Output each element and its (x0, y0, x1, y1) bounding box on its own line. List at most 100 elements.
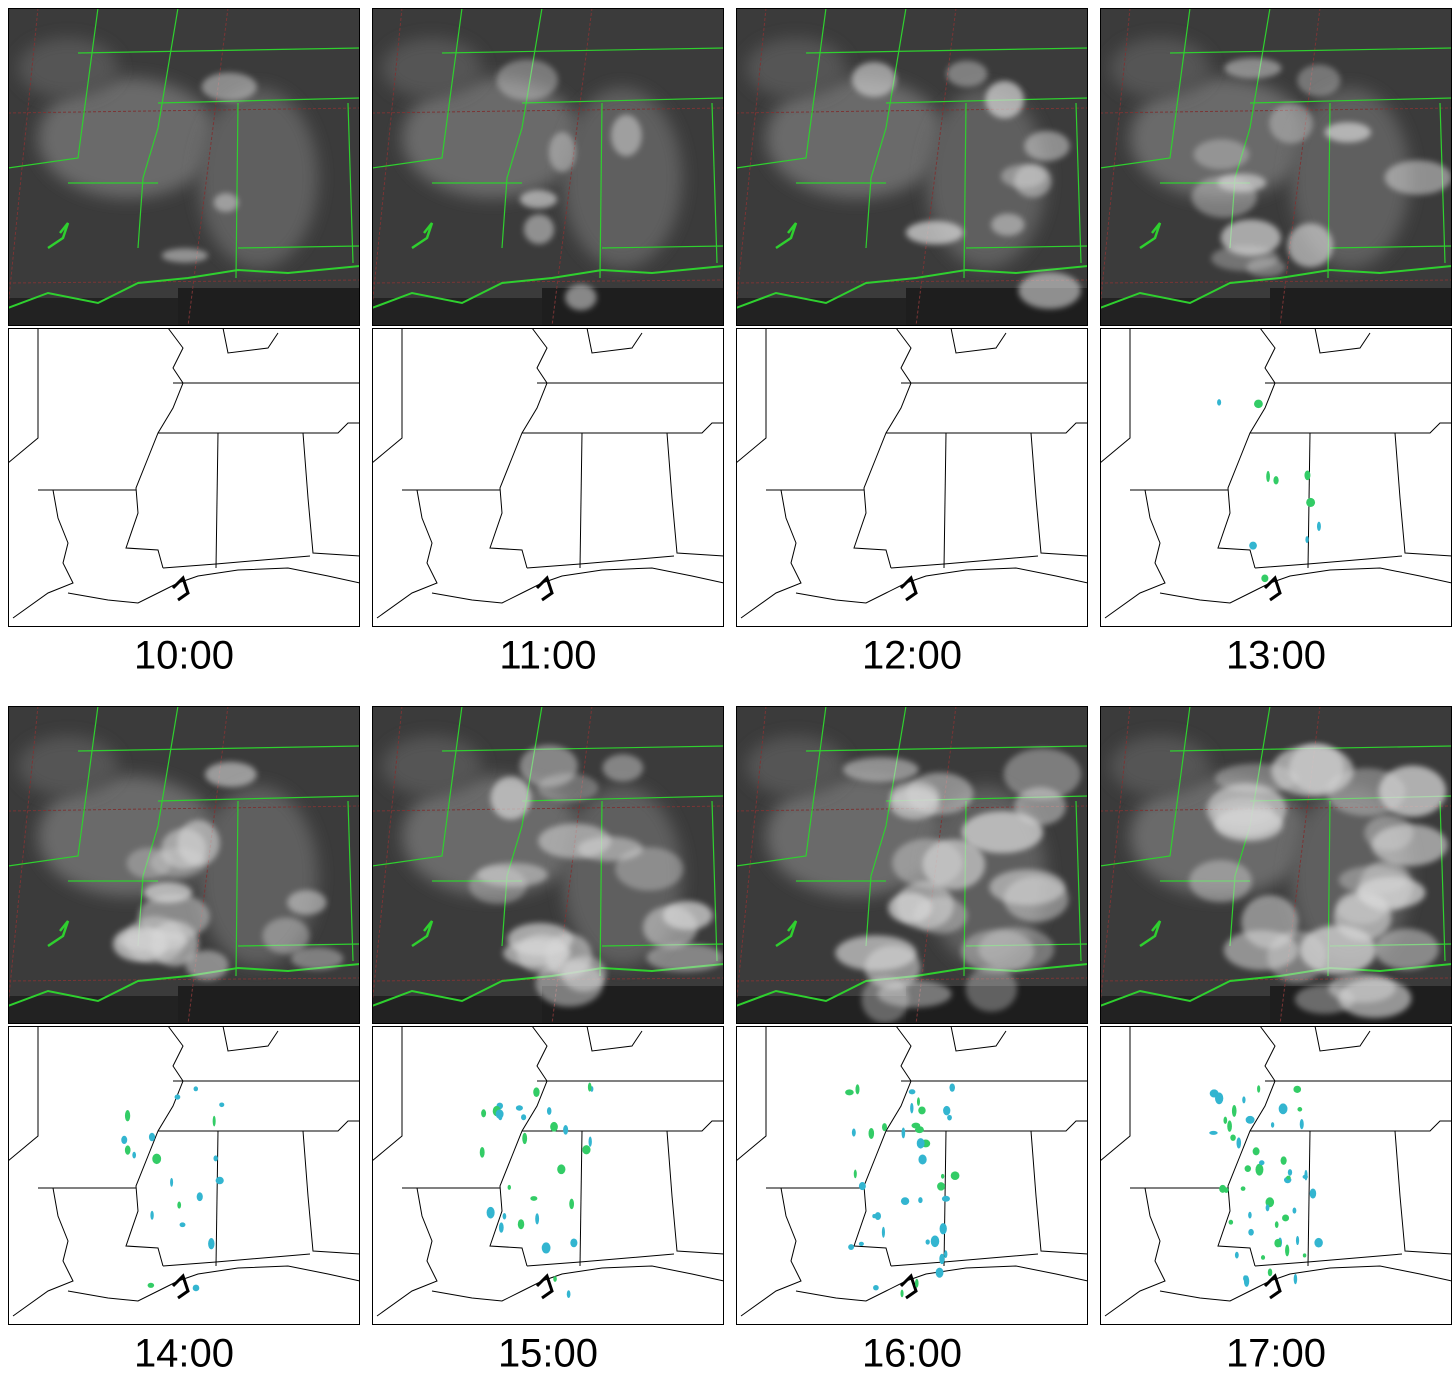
precip-cell (1261, 1255, 1265, 1260)
precip-cell (918, 1197, 922, 1203)
precip-cell (1303, 1253, 1307, 1257)
cloud (1297, 65, 1340, 97)
precip-cell (936, 1268, 944, 1278)
cloud (843, 757, 919, 782)
precip-cell (1235, 1252, 1239, 1259)
precip-cell (533, 1087, 539, 1097)
satellite-image (1100, 8, 1452, 326)
time-label: 15:00 (498, 1332, 598, 1376)
precip-map (1100, 1026, 1452, 1325)
cloud (961, 930, 1034, 973)
cloud (491, 777, 532, 820)
precip-cell (915, 1279, 919, 1288)
precip-cell (542, 1242, 551, 1253)
cloud (1339, 979, 1412, 1018)
precip-cell (1306, 498, 1315, 507)
satellite-image (8, 8, 360, 326)
precip-cell (1227, 1120, 1232, 1131)
cloud (1004, 748, 1081, 799)
cloud (1224, 58, 1281, 78)
cloud (989, 869, 1065, 905)
precip-cell (1253, 1147, 1260, 1155)
cloud (603, 754, 644, 781)
precip-cell (1236, 1137, 1241, 1148)
precip-cell (1310, 1188, 1317, 1198)
precip-cell (480, 1147, 485, 1158)
precip-cell (152, 1154, 161, 1165)
precip-cell (900, 1290, 903, 1298)
satellite-image (372, 8, 724, 326)
precip-cell (170, 1178, 173, 1187)
precip-cell (194, 1086, 198, 1091)
cloud (1325, 122, 1371, 142)
cloud (520, 190, 557, 208)
satellite-image (736, 8, 1088, 326)
precip-cell (1209, 1131, 1217, 1135)
precip-cell (1249, 542, 1257, 550)
precip-cell (1297, 1107, 1302, 1112)
cloud (663, 901, 713, 930)
panel: 17:00 (1100, 706, 1452, 1376)
cloud (524, 214, 554, 244)
precip-map (1100, 328, 1452, 627)
precip-cell (941, 1174, 944, 1179)
precip-cell (1266, 471, 1270, 482)
precip-cell (589, 1136, 592, 1146)
cloud (1024, 131, 1070, 161)
precip-cell (1296, 1236, 1299, 1245)
precip-cell (557, 1164, 565, 1174)
cloud (913, 897, 967, 933)
map-base (8, 1026, 360, 1325)
satellite-image (736, 706, 1088, 1024)
precip-cell (547, 1107, 552, 1115)
cloud (1289, 744, 1344, 793)
cloud (1194, 139, 1249, 169)
cloud (577, 837, 642, 862)
panel: 13:00 (1100, 8, 1452, 678)
precip-cell (216, 1177, 224, 1185)
panel: 16:00 (736, 706, 1088, 1376)
panel: 15:00 (372, 706, 724, 1376)
precip-cell (570, 1239, 577, 1248)
cloud (985, 81, 1024, 118)
precip-cell (1255, 1164, 1263, 1176)
precip-cell (499, 1222, 504, 1232)
cloud (966, 966, 1017, 1011)
cloud (538, 773, 599, 802)
precip-cell (951, 1171, 960, 1180)
precip-cell (1304, 470, 1310, 480)
precip-cell (882, 1227, 885, 1238)
precip-cell (208, 1238, 214, 1249)
precip-map (372, 328, 724, 627)
time-label: 11:00 (499, 634, 596, 678)
precip-cell (918, 1155, 926, 1165)
precip-cell (197, 1192, 203, 1201)
precip-cell (121, 1136, 127, 1144)
precip-cell (855, 1084, 859, 1094)
precip-cell (553, 1276, 557, 1282)
precip-cell (1217, 399, 1221, 405)
precip-cell (873, 1285, 879, 1290)
precip-map (736, 328, 1088, 627)
precip-cell (869, 1128, 875, 1139)
panel: 14:00 (8, 706, 360, 1376)
cloud (1189, 860, 1252, 902)
cloud (946, 61, 987, 87)
precip-cell (588, 1083, 592, 1092)
cloud (1224, 930, 1299, 970)
cloud (549, 132, 576, 172)
map-base (1100, 1026, 1452, 1325)
precip-cell (567, 1290, 571, 1298)
precip-cell (1288, 1169, 1292, 1176)
cloud (1375, 929, 1439, 970)
precip-cell (1317, 522, 1321, 531)
precip-cell (1257, 1085, 1260, 1092)
precip-cell (1285, 1245, 1289, 1257)
precip-cell (909, 1089, 916, 1094)
precip-cell (1230, 1134, 1236, 1140)
panel: 12:00 (736, 8, 1088, 678)
precip-cell (180, 1222, 186, 1227)
precip-cell (530, 1196, 537, 1201)
precip-cell (175, 1094, 181, 1099)
precip-cell (939, 1254, 944, 1264)
